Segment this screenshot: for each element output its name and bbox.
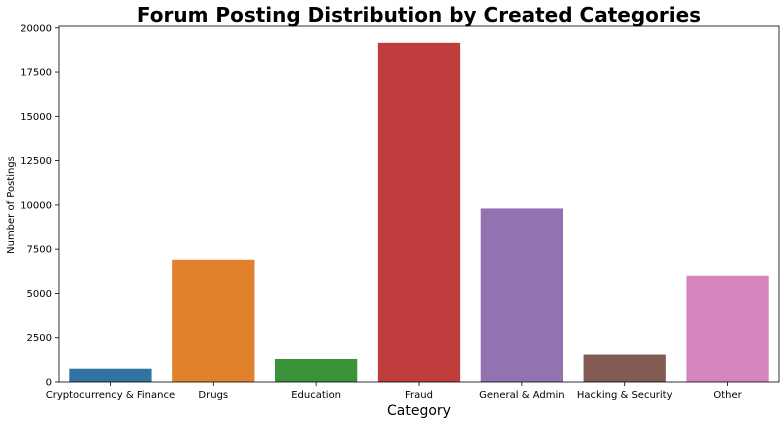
y-tick-label-1: 2500 <box>27 333 52 344</box>
x-tick-label-2: Education <box>291 390 341 401</box>
y-tick-label-7: 17500 <box>20 68 52 79</box>
y-tick-label-5: 12500 <box>20 156 52 167</box>
y-axis-label: Number of Postings <box>6 156 17 254</box>
y-tick-label-6: 15000 <box>20 112 52 123</box>
y-tick-label-0: 0 <box>46 378 52 389</box>
bar-1 <box>172 259 255 382</box>
bar-3 <box>377 42 461 383</box>
x-tick-label-3: Fraud <box>405 390 433 401</box>
y-tick-label-3: 7500 <box>27 245 52 256</box>
x-axis-label: Category <box>387 403 451 419</box>
x-tick-label-1: Drugs <box>198 390 228 401</box>
bar-0 <box>69 368 152 382</box>
plot-area: 0 2500 5000 7500 10000 12500 15000 17500 20000 Cr… <box>20 23 780 401</box>
y-tick-label-4: 10000 <box>20 200 52 211</box>
bar-5 <box>583 354 666 382</box>
x-tick-label-4: General & Admin <box>479 390 564 401</box>
bar-4 <box>480 208 563 382</box>
x-tick-label-0: Cryptocurrency & Finance <box>46 390 175 401</box>
bar-6 <box>686 275 769 382</box>
chart-title: Forum Posting Distribution by Created Ca… <box>137 3 701 27</box>
y-tick-label-2: 5000 <box>27 289 52 300</box>
y-tick-label-8: 20000 <box>20 23 52 34</box>
bar-2 <box>275 358 358 382</box>
x-tick-label-6: Other <box>713 390 742 401</box>
x-tick-label-5: Hacking & Security <box>577 390 673 401</box>
